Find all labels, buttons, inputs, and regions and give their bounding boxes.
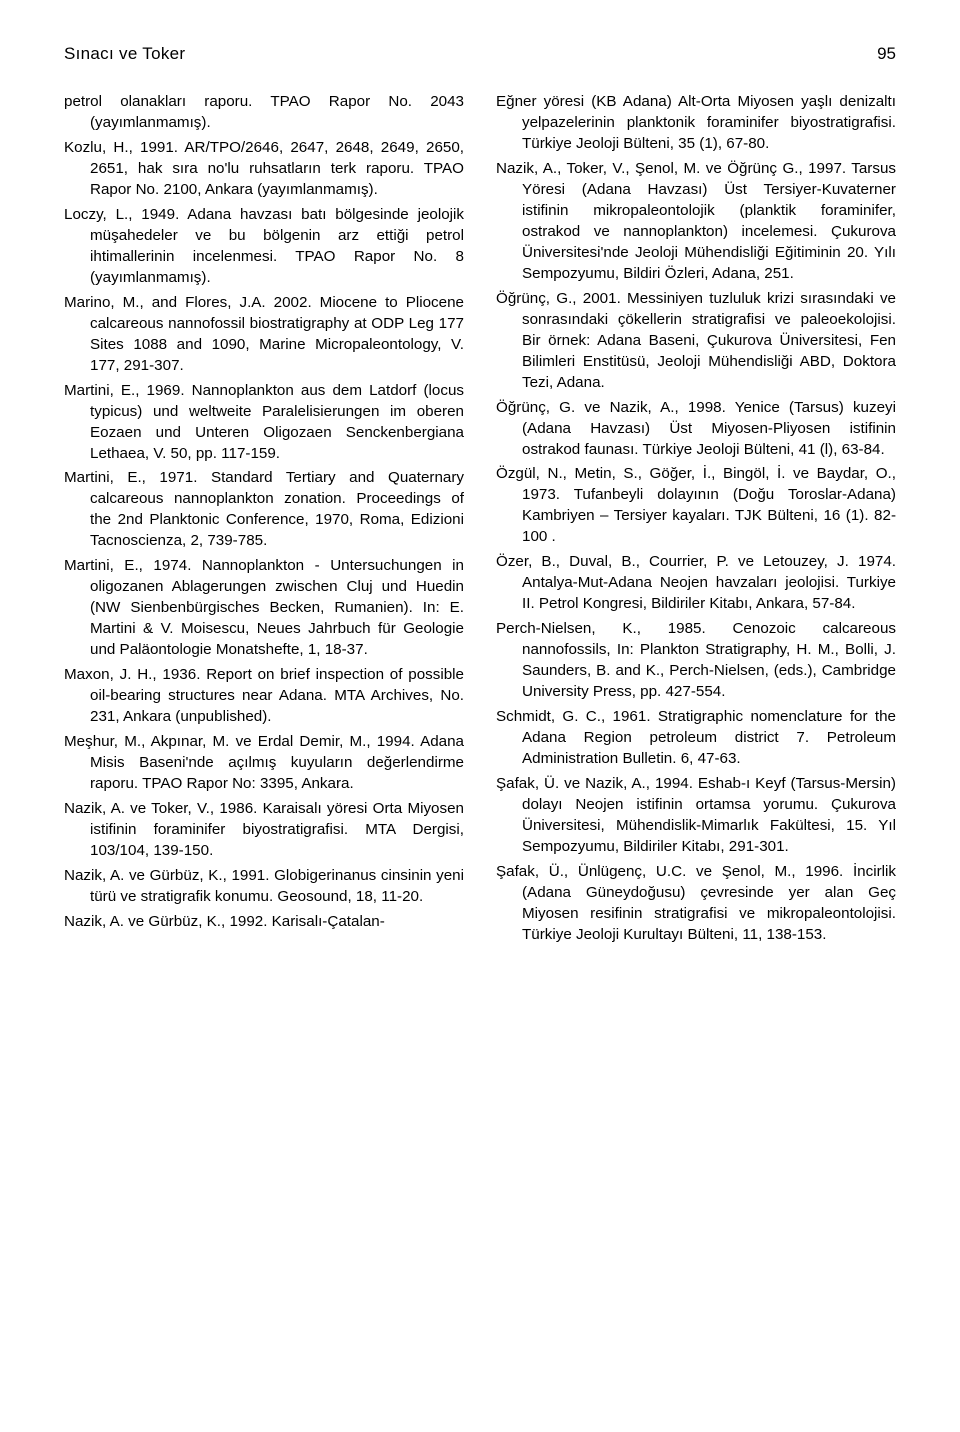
reference-entry: Özer, B., Duval, B., Courrier, P. ve Let… bbox=[496, 552, 896, 615]
references-columns: petrol olanakları raporu. TPAO Rapor No.… bbox=[64, 92, 896, 950]
reference-entry: Nazik, A., Toker, V., Şenol, M. ve Öğrün… bbox=[496, 159, 896, 285]
page-header: Sınacı ve Toker 95 bbox=[64, 44, 896, 64]
reference-entry: Meşhur, M., Akpınar, M. ve Erdal Demir, … bbox=[64, 732, 464, 795]
reference-entry: Nazik, A. ve Toker, V., 1986. Karaisalı … bbox=[64, 799, 464, 862]
reference-entry: Özgül, N., Metin, S., Göğer, İ., Bingöl,… bbox=[496, 464, 896, 548]
reference-entry: Kozlu, H., 1991. AR/TPO/2646, 2647, 2648… bbox=[64, 138, 464, 201]
reference-entry: Şafak, Ü., Ünlügenç, U.C. ve Şenol, M., … bbox=[496, 862, 896, 946]
reference-entry: Nazik, A. ve Gürbüz, K., 1991. Globigeri… bbox=[64, 866, 464, 908]
reference-entry: Loczy, L., 1949. Adana havzası batı bölg… bbox=[64, 205, 464, 289]
reference-entry: Martini, E., 1969. Nannoplankton aus dem… bbox=[64, 381, 464, 465]
reference-entry: Martini, E., 1971. Standard Tertiary and… bbox=[64, 468, 464, 552]
right-column: Eğner yöresi (KB Adana) Alt-Orta Miyosen… bbox=[496, 92, 896, 950]
header-title: Sınacı ve Toker bbox=[64, 44, 185, 64]
reference-entry: Perch-Nielsen, K., 1985. Cenozoic calcar… bbox=[496, 619, 896, 703]
reference-entry: Eğner yöresi (KB Adana) Alt-Orta Miyosen… bbox=[496, 92, 896, 155]
page-number: 95 bbox=[877, 44, 896, 64]
reference-entry: Schmidt, G. C., 1961. Stratigraphic nome… bbox=[496, 707, 896, 770]
reference-entry: Martini, E., 1974. Nannoplankton - Unter… bbox=[64, 556, 464, 661]
reference-entry: Maxon, J. H., 1936. Report on brief insp… bbox=[64, 665, 464, 728]
reference-entry: Şafak, Ü. ve Nazik, A., 1994. Eshab-ı Ke… bbox=[496, 774, 896, 858]
reference-entry: Öğrünç, G. ve Nazik, A., 1998. Yenice (T… bbox=[496, 398, 896, 461]
reference-entry: Marino, M., and Flores, J.A. 2002. Mioce… bbox=[64, 293, 464, 377]
left-column: petrol olanakları raporu. TPAO Rapor No.… bbox=[64, 92, 464, 950]
reference-entry: Öğrünç, G., 2001. Messiniyen tuzluluk kr… bbox=[496, 289, 896, 394]
reference-entry: Nazik, A. ve Gürbüz, K., 1992. Karisalı-… bbox=[64, 912, 464, 933]
reference-entry: petrol olanakları raporu. TPAO Rapor No.… bbox=[64, 92, 464, 134]
